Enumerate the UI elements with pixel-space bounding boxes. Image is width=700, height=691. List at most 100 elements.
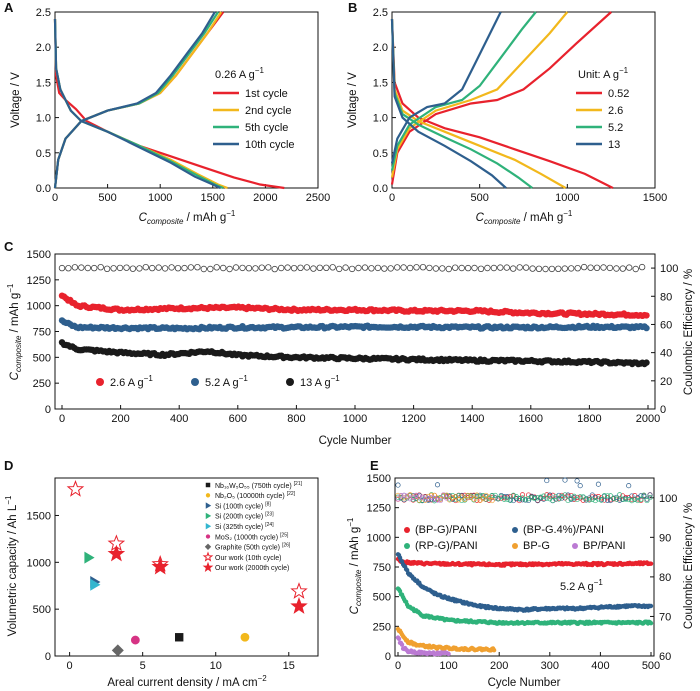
legend-marker xyxy=(96,378,104,386)
panel-c-ylabel: Ccomposite / mAh g−1 xyxy=(6,283,23,380)
panel-c-xtick-label: 1800 xyxy=(577,413,601,425)
capacity-point-2 xyxy=(648,603,654,609)
charge-curve-2 xyxy=(53,11,223,189)
panel-a-xtick-label: 2500 xyxy=(306,192,330,204)
ce-point xyxy=(561,265,568,272)
panel-e-xtick-label: 200 xyxy=(490,660,508,672)
panel-d-xtick-label: 0 xyxy=(67,660,73,672)
ce-point-3 xyxy=(495,496,501,502)
legend-label: (RP-G)/PANI xyxy=(415,540,478,552)
ce-point-4 xyxy=(416,497,422,503)
panel-a-ylabel: Voltage / V xyxy=(10,72,22,128)
ce-point xyxy=(271,265,278,273)
ce-point xyxy=(497,264,504,271)
ce-point-3 xyxy=(510,492,516,498)
panel-e-ytick-label: 0 xyxy=(385,651,391,663)
legend-marker xyxy=(286,378,294,386)
ce-point-3 xyxy=(398,495,404,501)
ce-point xyxy=(355,264,362,272)
panel-e-ytick-label: 250 xyxy=(373,621,391,633)
legend-label: 0.52 xyxy=(608,88,629,100)
panel-a-ytick-label: 0.5 xyxy=(36,148,51,160)
ce-point xyxy=(78,264,85,271)
ce-point-3 xyxy=(525,496,532,502)
ce-point-3 xyxy=(489,493,495,499)
ce-point xyxy=(336,265,343,273)
ce-point xyxy=(284,264,291,271)
ce-point xyxy=(348,265,356,273)
legend-ref: [24] xyxy=(265,522,274,528)
ce-point-2 xyxy=(556,492,562,498)
panel-c-xtick-label: 400 xyxy=(170,413,188,425)
panel-e-ytick-label: 500 xyxy=(373,592,391,604)
ce-point xyxy=(103,265,111,272)
discharge-curve-4 xyxy=(53,18,221,189)
ce-point-5 xyxy=(434,497,441,503)
ce-point xyxy=(471,264,478,272)
panel-e-xtick-label: 500 xyxy=(642,660,660,672)
panel-e-ytick-label: 1500 xyxy=(367,473,391,485)
ce-point-3 xyxy=(547,496,553,502)
ce-point-2 xyxy=(565,492,571,498)
ce-point xyxy=(361,264,369,271)
ce-point-2 xyxy=(492,495,498,501)
ce-point-2 xyxy=(614,494,620,500)
legend-label: BP/PANI xyxy=(583,540,626,552)
legend-label: BP-G xyxy=(523,540,550,552)
panel-c-y2label: Coulombic Efficiency / % xyxy=(683,269,695,395)
panel-c-xtick-label: 600 xyxy=(229,413,247,425)
ce-point xyxy=(245,265,253,272)
panel-a-legend: 1st cycle 2nd cycle 5th cycle 10th cycle xyxy=(213,88,295,151)
ce-point xyxy=(626,264,633,271)
panel-b-xtick-label: 500 xyxy=(470,192,488,204)
marker-star xyxy=(151,557,169,575)
ce-point xyxy=(226,265,233,273)
ce-point xyxy=(200,265,207,273)
ce-point-1 xyxy=(519,492,526,498)
ce-point xyxy=(593,264,601,271)
legend-label: Our work (10th cycle) xyxy=(215,555,282,562)
panel-c-xtick-label: 1000 xyxy=(343,413,367,425)
ce-point-3 xyxy=(629,498,635,504)
ce-point-5 xyxy=(440,492,447,498)
panel-c-y2tick-label: 0 xyxy=(660,404,666,416)
panel-e-xlabel: Cycle Number xyxy=(488,677,561,689)
panel-c-ytick-label: 500 xyxy=(33,352,51,364)
panel-c-xlabel: Cycle Number xyxy=(319,435,392,447)
ce-point-3 xyxy=(595,496,601,502)
discharge-curve-3 xyxy=(390,18,533,189)
ce-point-5 xyxy=(398,493,404,499)
ce-point-2 xyxy=(456,495,462,501)
ce-point-3 xyxy=(559,493,565,500)
panel-a-xtick-label: 500 xyxy=(98,192,116,204)
panel-e-xtick-label: 100 xyxy=(439,660,457,672)
legend-marker xyxy=(572,543,578,549)
ce-point-3 xyxy=(501,496,507,502)
ce-point xyxy=(400,264,407,271)
panel-b-ytick-label: 2.0 xyxy=(373,42,388,54)
ce-point xyxy=(310,265,317,272)
ce-point-2 xyxy=(504,494,510,500)
panel-e-xtick-label: 0 xyxy=(395,660,401,672)
panel-b-frame xyxy=(391,11,656,189)
marker-circle xyxy=(205,533,211,540)
panel-c-y2tick-label: 20 xyxy=(660,376,672,388)
panel-e-axes: 0 100 200 300 400 500 0 250 500 750 1000 1250 1500 60… xyxy=(367,473,678,672)
ce-point-2 xyxy=(395,482,401,488)
panel-e-y2label: Coulombic Efficiency / % xyxy=(683,503,695,629)
ce-point-2 xyxy=(544,478,550,484)
ce-point-5 xyxy=(401,492,407,498)
panel-b-ylabel: Voltage / V xyxy=(347,72,359,128)
panel-d-ytick-label: 500 xyxy=(33,604,51,616)
ce-point xyxy=(477,265,485,272)
ce-point-4 xyxy=(395,492,401,498)
capacity-point-3 xyxy=(643,359,650,366)
panel-e-ylabel: Ccomposite / mAh g−1 xyxy=(346,517,363,614)
legend-ref: [26] xyxy=(282,543,291,549)
ce-point-3 xyxy=(410,496,416,502)
panel-c-xtick-label: 1600 xyxy=(519,413,543,425)
panel-b-ytick-label: 0.5 xyxy=(373,148,388,160)
panel-d-xtick-label: 5 xyxy=(140,660,146,672)
ce-point-4 xyxy=(434,495,441,501)
